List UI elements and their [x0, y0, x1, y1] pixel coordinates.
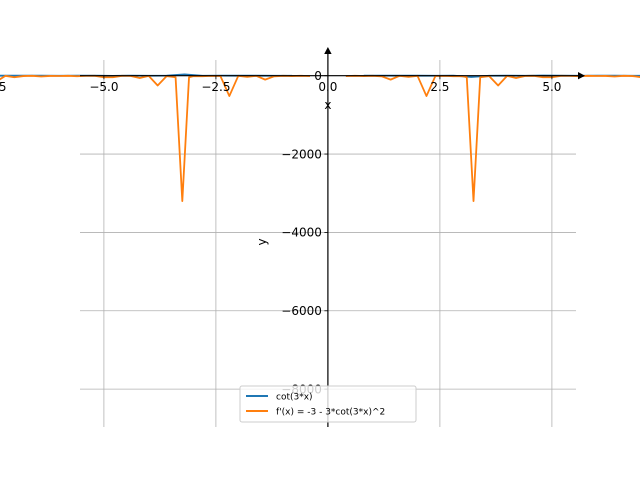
x-axis-arrow-icon	[578, 72, 585, 80]
axes	[80, 47, 585, 427]
legend-label-series-2: f'(x) = -3 - 3*cot(3*x)^2	[276, 408, 385, 418]
y-tick-label: −2000	[281, 147, 322, 161]
legend: cot(3*x) f'(x) = -3 - 3*cot(3*x)^2	[239, 385, 417, 423]
y-tick-label: 0	[314, 69, 322, 83]
legend-label-series-1: cot(3*x)	[276, 393, 313, 403]
x-tick-label: 0.0	[318, 80, 337, 94]
y-tick-label: −4000	[281, 226, 322, 240]
x-tick-label: −5.0	[89, 80, 118, 94]
x-tick-label: 5.0	[542, 80, 561, 94]
y-axis-arrow-icon	[324, 47, 332, 54]
x-tick-label: 2.5	[430, 80, 449, 94]
x-tick-label: −7.5	[0, 80, 6, 94]
x-tick-label: −2.5	[201, 80, 230, 94]
y-tick-label: −6000	[281, 304, 322, 318]
y-axis-label: y	[255, 238, 269, 245]
legend-box	[239, 385, 417, 423]
x-axis-label: x	[324, 98, 331, 112]
